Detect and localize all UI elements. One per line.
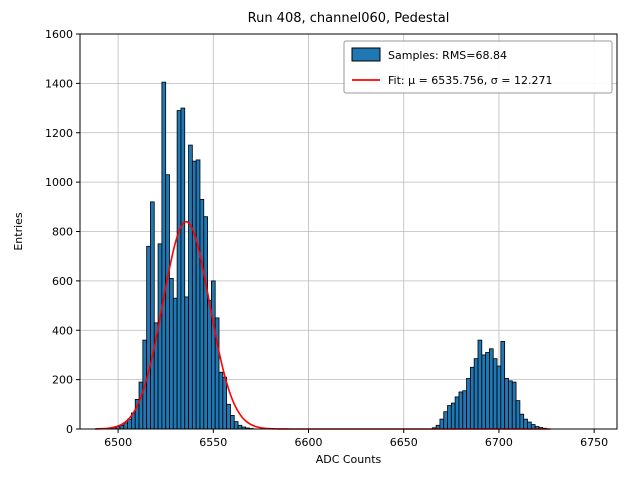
y-tick-label: 1600 xyxy=(45,28,73,41)
y-axis-label: Entries xyxy=(12,212,25,251)
y-tick-label: 800 xyxy=(52,226,73,239)
histogram-bar xyxy=(474,359,478,429)
histogram-bar xyxy=(162,82,166,429)
x-tick-label: 6600 xyxy=(295,436,323,449)
histogram-bar xyxy=(451,403,455,429)
histogram-bar xyxy=(463,391,467,429)
legend-fit-label: Fit: μ = 6535.756, σ = 12.271 xyxy=(388,74,552,87)
histogram-bar xyxy=(200,199,204,429)
histogram-bar xyxy=(455,397,459,429)
histogram-bar xyxy=(124,423,128,429)
histogram-bar xyxy=(501,341,505,429)
x-tick-label: 6500 xyxy=(104,436,132,449)
y-tick-label: 1400 xyxy=(45,77,73,90)
y-tick-label: 400 xyxy=(52,324,73,337)
histogram-bar xyxy=(528,422,532,429)
histogram-bar xyxy=(234,422,238,429)
histogram-bar xyxy=(196,160,200,429)
histogram-bar xyxy=(185,297,189,429)
x-axis-label: ADC Counts xyxy=(316,453,382,466)
histogram-bar xyxy=(158,244,162,429)
histogram-bar xyxy=(448,406,452,429)
histogram-bar xyxy=(497,366,501,429)
histogram-bar xyxy=(516,401,520,429)
histogram-bar xyxy=(150,202,154,429)
histogram-bar xyxy=(177,111,181,429)
histogram-bar xyxy=(486,352,490,429)
histogram-bar xyxy=(192,161,196,429)
y-tick-label: 600 xyxy=(52,275,73,288)
legend-samples-label: Samples: RMS=68.84 xyxy=(388,49,507,62)
legend: Samples: RMS=68.84 Fit: μ = 6535.756, σ =… xyxy=(344,41,612,93)
histogram-bar xyxy=(173,298,177,429)
histogram-bar xyxy=(505,378,509,429)
histogram-bar xyxy=(204,217,208,429)
chart-title: Run 408, channel060, Pedestal xyxy=(248,11,450,26)
histogram-bar xyxy=(508,381,512,429)
histogram-bar xyxy=(440,419,444,429)
histogram-bar xyxy=(493,359,497,429)
histogram-bar xyxy=(470,367,474,429)
histogram-bar xyxy=(211,281,215,429)
histogram-bar xyxy=(478,340,482,429)
y-tick-label: 1000 xyxy=(45,176,73,189)
histogram-bar xyxy=(120,425,124,429)
histogram-bar xyxy=(227,404,231,429)
histogram-bar xyxy=(147,246,151,429)
histogram-bar xyxy=(524,419,528,429)
histogram-bar xyxy=(230,415,234,429)
x-tick-label: 6650 xyxy=(390,436,418,449)
histogram-bar xyxy=(520,414,524,429)
x-tick-label: 6750 xyxy=(580,436,608,449)
histogram-bar xyxy=(223,377,227,429)
histogram-bar xyxy=(189,145,193,429)
histogram-bar xyxy=(208,301,212,429)
x-tick-label: 6700 xyxy=(485,436,513,449)
y-tick-label: 200 xyxy=(52,374,73,387)
y-tick-label: 0 xyxy=(66,423,73,436)
histogram-bar xyxy=(166,175,170,429)
histogram-bar xyxy=(512,382,516,429)
histogram-bar xyxy=(238,425,242,429)
y-tick-label: 1200 xyxy=(45,127,73,140)
histogram-bar xyxy=(489,349,493,429)
histogram-bar xyxy=(444,412,448,429)
histogram-bar xyxy=(139,382,143,429)
histogram-bar xyxy=(170,278,174,429)
x-tick-label: 6550 xyxy=(199,436,227,449)
histogram-bar xyxy=(482,355,486,429)
histogram-bar xyxy=(219,372,223,429)
histogram-bar xyxy=(467,378,471,429)
legend-samples-patch xyxy=(352,48,380,61)
histogram-bar xyxy=(181,108,185,429)
histogram-bar xyxy=(459,392,463,429)
histogram-bar xyxy=(128,419,132,429)
